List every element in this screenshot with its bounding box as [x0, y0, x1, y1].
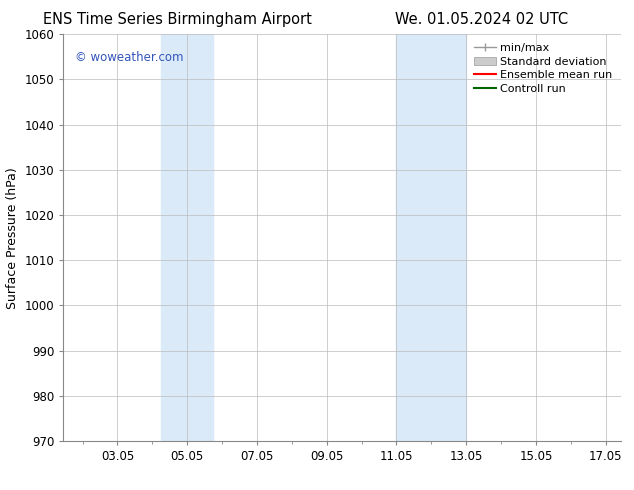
- Y-axis label: Surface Pressure (hPa): Surface Pressure (hPa): [6, 167, 19, 309]
- Legend: min/max, Standard deviation, Ensemble mean run, Controll run: min/max, Standard deviation, Ensemble me…: [470, 40, 616, 97]
- Text: We. 01.05.2024 02 UTC: We. 01.05.2024 02 UTC: [395, 12, 569, 27]
- Text: ENS Time Series Birmingham Airport: ENS Time Series Birmingham Airport: [43, 12, 312, 27]
- Text: © woweather.com: © woweather.com: [75, 50, 183, 64]
- Bar: [161, 34, 213, 441]
- Bar: [396, 34, 466, 441]
